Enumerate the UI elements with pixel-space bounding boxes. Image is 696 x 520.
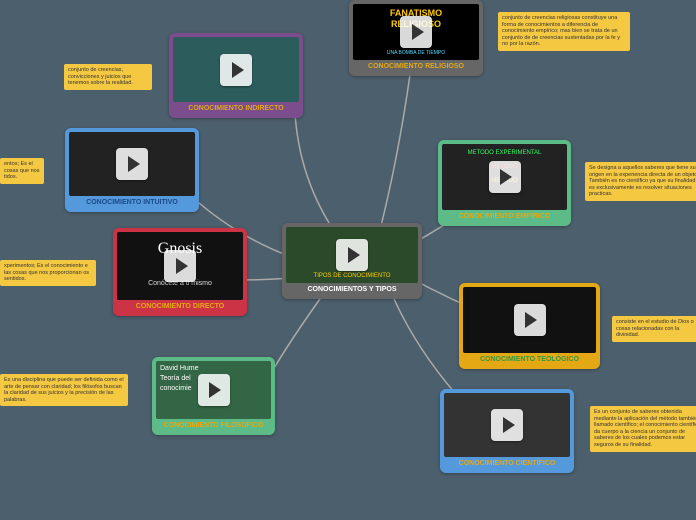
play-icon[interactable] bbox=[198, 374, 230, 406]
intuitivo-thumbnail[interactable] bbox=[69, 132, 195, 196]
empirico-thumbnail[interactable]: METODO EXPERIMENTALMETODOMETODO bbox=[442, 144, 567, 210]
play-icon[interactable] bbox=[489, 161, 521, 193]
play-icon[interactable] bbox=[514, 304, 546, 336]
node-empirico[interactable]: METODO EXPERIMENTALMETODOMETODOCONOCIMIE… bbox=[438, 140, 571, 226]
node-label: CONOCIMIENTO FILOSOFICO bbox=[156, 419, 271, 431]
note-6: Es una disciplina que puede ser definida… bbox=[0, 374, 128, 406]
node-label: CONOCIMIENTO INDIRECTO bbox=[173, 102, 299, 114]
node-filosofico[interactable]: David HumeTeoría delconocimieCONOCIMIENT… bbox=[152, 357, 275, 435]
cientifico-thumbnail[interactable] bbox=[444, 393, 570, 457]
indirecto-thumbnail[interactable] bbox=[173, 37, 299, 102]
directo-thumbnail[interactable]: GnosisConócete a ti mismo bbox=[117, 232, 243, 300]
play-icon[interactable] bbox=[400, 16, 432, 48]
node-label: CONOCIMIENTO TEOLÓGICO bbox=[463, 353, 596, 365]
teologico-thumbnail[interactable] bbox=[463, 287, 596, 353]
note-0: conjunto de creencias religiosas constit… bbox=[498, 12, 630, 51]
play-icon[interactable] bbox=[116, 148, 148, 180]
play-icon[interactable] bbox=[220, 54, 252, 86]
node-label: CONOCIMIENTO INTUITIVO bbox=[69, 196, 195, 208]
note-5: consiste en el estudio de Dios o cosas r… bbox=[612, 316, 696, 342]
node-label: CONOCIMIENTO DIRECTO bbox=[117, 300, 243, 312]
filosofico-thumbnail[interactable]: David HumeTeoría delconocimie bbox=[156, 361, 271, 419]
node-label: CONOCIMIENTOS Y TIPOS bbox=[286, 283, 418, 295]
node-label: CONOCIMIENTO CIENTÍFICO bbox=[444, 457, 570, 469]
node-label: CONOCIMIENTO RELIGIOSO bbox=[353, 60, 479, 72]
node-cientifico[interactable]: CONOCIMIENTO CIENTÍFICO bbox=[440, 389, 574, 473]
center-thumbnail[interactable]: TIPOS DE CONOCIMIENTO bbox=[286, 227, 418, 283]
play-icon[interactable] bbox=[164, 250, 196, 282]
note-4: xperimentos; Es el conocimiento e las co… bbox=[0, 260, 96, 286]
note-1: conjunto de creencias, convicciones y ju… bbox=[64, 64, 152, 90]
node-label: CONOCIMIENTO EMPÍRICO bbox=[442, 210, 567, 222]
node-teologico[interactable]: CONOCIMIENTO TEOLÓGICO bbox=[459, 283, 600, 369]
note-7: Es un conjunto de saberes obtenida media… bbox=[590, 406, 696, 452]
node-center[interactable]: TIPOS DE CONOCIMIENTOCONOCIMIENTOS Y TIP… bbox=[282, 223, 422, 299]
note-2: entos; Es el cosas que nos tidos. bbox=[0, 158, 44, 184]
play-icon[interactable] bbox=[491, 409, 523, 441]
note-3: Se designa a aquellos saberes que tiene … bbox=[585, 162, 696, 201]
play-icon[interactable] bbox=[336, 239, 368, 271]
node-religioso[interactable]: FANATISMORELIGIOSOUNA BOMBA DE TIEMPOCON… bbox=[349, 0, 483, 76]
node-intuitivo[interactable]: CONOCIMIENTO INTUITIVO bbox=[65, 128, 199, 212]
node-indirecto[interactable]: CONOCIMIENTO INDIRECTO bbox=[169, 33, 303, 118]
node-directo[interactable]: GnosisConócete a ti mismoCONOCIMIENTO DI… bbox=[113, 228, 247, 316]
religioso-thumbnail[interactable]: FANATISMORELIGIOSOUNA BOMBA DE TIEMPO bbox=[353, 4, 479, 60]
